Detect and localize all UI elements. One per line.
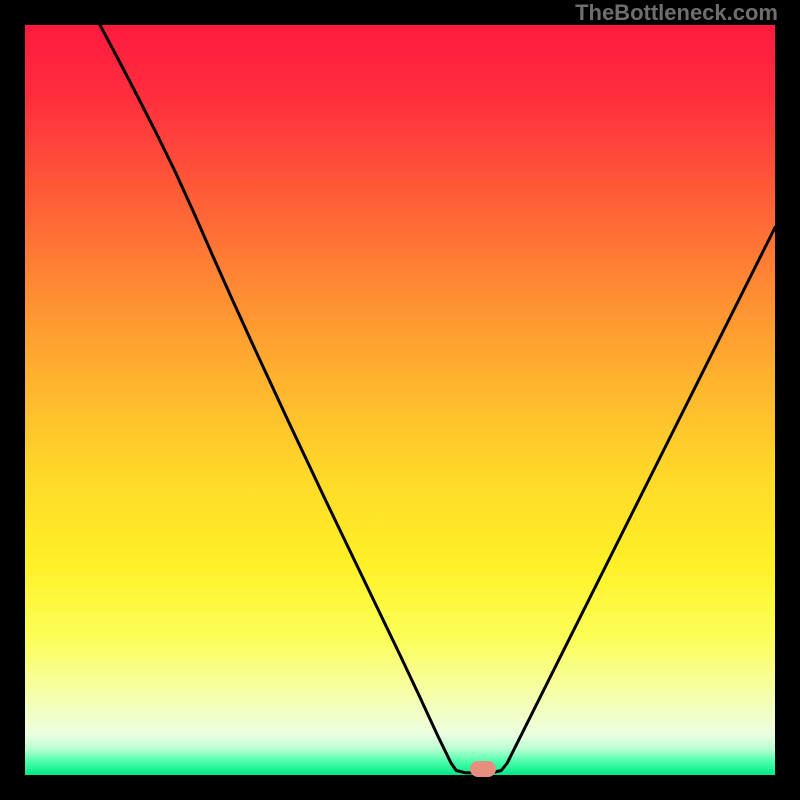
watermark-text: TheBottleneck.com: [575, 0, 778, 26]
minimum-marker: [470, 761, 496, 777]
bottleneck-curve: [25, 25, 775, 775]
plot-area: [25, 25, 775, 775]
chart-frame: TheBottleneck.com: [0, 0, 800, 800]
